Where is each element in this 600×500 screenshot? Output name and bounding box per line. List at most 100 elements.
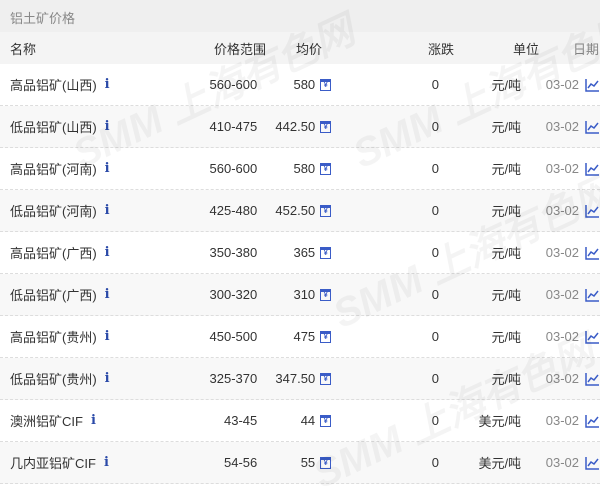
header-date: 日期	[572, 41, 599, 57]
price-table: 高品铝矿(山西) i 560-600 580 ¥ 0 元/吨 03-02 低品铝矿…	[0, 64, 600, 484]
avg-price: 55	[300, 455, 316, 470]
row-name: 高品铝矿(贵州) i	[0, 327, 194, 346]
date: 03-02	[545, 245, 579, 260]
product-name[interactable]: 高品铝矿(河南)	[10, 162, 97, 177]
price-change: 0	[431, 455, 439, 470]
table-row: 低品铝矿(河南) i 425-480 452.50 ¥ 0 元/吨 03-02	[0, 190, 600, 232]
line-chart-icon[interactable]	[585, 372, 600, 386]
calendar-icon[interactable]: ¥	[320, 330, 332, 343]
info-icon[interactable]: i	[104, 119, 110, 134]
unit: 元/吨	[491, 120, 522, 135]
table-row: 高品铝矿(山西) i 560-600 580 ¥ 0 元/吨 03-02	[0, 64, 600, 106]
row-name: 高品铝矿(河南) i	[0, 159, 194, 178]
calendar-icon[interactable]: ¥	[320, 162, 332, 175]
info-icon[interactable]: i	[104, 371, 110, 386]
calendar-icon[interactable]: ¥	[320, 288, 332, 301]
product-name[interactable]: 高品铝矿(贵州)	[10, 330, 97, 345]
header-avg: 均价	[296, 41, 323, 57]
price-change: 0	[431, 245, 439, 260]
line-chart-icon[interactable]	[585, 120, 600, 134]
product-name[interactable]: 低品铝矿(山西)	[10, 120, 97, 135]
date: 03-02	[545, 455, 579, 470]
info-icon[interactable]: i	[90, 413, 96, 428]
line-chart-icon[interactable]	[585, 78, 600, 92]
info-icon[interactable]: i	[104, 77, 110, 92]
product-name[interactable]: 高品铝矿(广西)	[10, 246, 97, 261]
calendar-icon[interactable]: ¥	[320, 246, 332, 259]
header-unit: 单位	[512, 41, 539, 57]
line-chart-icon[interactable]	[585, 330, 600, 344]
date: 03-02	[545, 413, 579, 428]
avg-price: 452.50	[275, 203, 316, 218]
header-change: 涨跌	[427, 41, 454, 57]
avg-price: 442.50	[275, 119, 316, 134]
table-row: 几内亚铝矿CIF i 54-56 55 ¥ 0 美元/吨 03-02	[0, 442, 600, 484]
price-range: 300-320	[209, 287, 258, 302]
price-range: 325-370	[209, 371, 258, 386]
table-row: 低品铝矿(贵州) i 325-370 347.50 ¥ 0 元/吨 03-02	[0, 358, 600, 400]
info-icon[interactable]: i	[104, 161, 110, 176]
price-change: 0	[431, 203, 439, 218]
avg-price: 365	[293, 245, 316, 260]
product-name[interactable]: 低品铝矿(河南)	[10, 204, 97, 219]
product-name[interactable]: 低品铝矿(广西)	[10, 288, 97, 303]
table-row: 低品铝矿(广西) i 300-320 310 ¥ 0 元/吨 03-02	[0, 274, 600, 316]
unit: 元/吨	[491, 162, 522, 177]
row-name: 低品铝矿(河南) i	[0, 201, 194, 220]
date: 03-02	[545, 161, 579, 176]
calendar-icon[interactable]: ¥	[320, 120, 332, 133]
price-change: 0	[431, 77, 439, 92]
line-chart-icon[interactable]	[585, 162, 600, 176]
unit: 美元/吨	[478, 414, 522, 429]
table-row: 澳洲铝矿CIF i 43-45 44 ¥ 0 美元/吨 03-02	[0, 400, 600, 442]
price-range: 410-475	[209, 119, 258, 134]
date: 03-02	[545, 119, 579, 134]
product-name[interactable]: 低品铝矿(贵州)	[10, 372, 97, 387]
line-chart-icon[interactable]	[585, 456, 600, 470]
avg-price: 580	[293, 161, 316, 176]
table-row: 高品铝矿(河南) i 560-600 580 ¥ 0 元/吨 03-02	[0, 148, 600, 190]
info-icon[interactable]: i	[104, 287, 110, 302]
unit: 元/吨	[491, 288, 522, 303]
header-name: 名称	[10, 41, 37, 57]
product-name[interactable]: 澳洲铝矿CIF	[10, 414, 83, 429]
avg-price: 44	[300, 413, 316, 428]
unit: 元/吨	[491, 246, 522, 261]
line-chart-icon[interactable]	[585, 288, 600, 302]
unit: 美元/吨	[478, 456, 522, 471]
calendar-icon[interactable]: ¥	[320, 414, 332, 427]
line-chart-icon[interactable]	[585, 414, 600, 428]
price-change: 0	[431, 161, 439, 176]
product-name[interactable]: 高品铝矿(山西)	[10, 78, 97, 93]
price-range: 350-380	[209, 245, 258, 260]
unit: 元/吨	[491, 330, 522, 345]
line-chart-icon[interactable]	[585, 204, 600, 218]
calendar-icon[interactable]: ¥	[320, 456, 332, 469]
info-icon[interactable]: i	[103, 455, 109, 470]
row-name: 高品铝矿(广西) i	[0, 243, 194, 262]
row-name: 低品铝矿(广西) i	[0, 285, 194, 304]
info-icon[interactable]: i	[104, 203, 110, 218]
date: 03-02	[545, 203, 579, 218]
row-name: 几内亚铝矿CIF i	[0, 453, 194, 472]
price-change: 0	[431, 329, 439, 344]
table-row: 高品铝矿(贵州) i 450-500 475 ¥ 0 元/吨 03-02	[0, 316, 600, 358]
section-title: 铝土矿价格	[0, 0, 600, 32]
table-header: 名称 价格范围 均价 涨跌 单位 日期	[0, 32, 600, 64]
price-change: 0	[431, 371, 439, 386]
info-icon[interactable]: i	[104, 245, 110, 260]
date: 03-02	[545, 77, 579, 92]
date: 03-02	[545, 371, 579, 386]
row-name: 澳洲铝矿CIF i	[0, 411, 194, 430]
info-icon[interactable]: i	[104, 329, 110, 344]
avg-price: 475	[293, 329, 316, 344]
avg-price: 580	[293, 77, 316, 92]
avg-price: 347.50	[275, 371, 316, 386]
line-chart-icon[interactable]	[585, 246, 600, 260]
calendar-icon[interactable]: ¥	[320, 78, 332, 91]
calendar-icon[interactable]: ¥	[320, 372, 332, 385]
price-range: 43-45	[223, 413, 258, 428]
price-change: 0	[431, 287, 439, 302]
calendar-icon[interactable]: ¥	[320, 204, 332, 217]
product-name[interactable]: 几内亚铝矿CIF	[10, 456, 96, 471]
